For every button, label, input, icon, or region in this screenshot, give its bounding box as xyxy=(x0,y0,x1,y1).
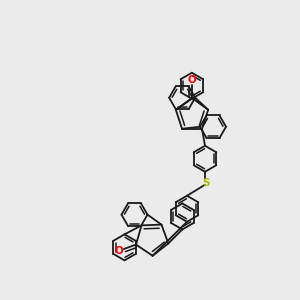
Text: O: O xyxy=(115,246,124,256)
Text: O: O xyxy=(188,75,196,85)
Text: S: S xyxy=(202,178,210,188)
